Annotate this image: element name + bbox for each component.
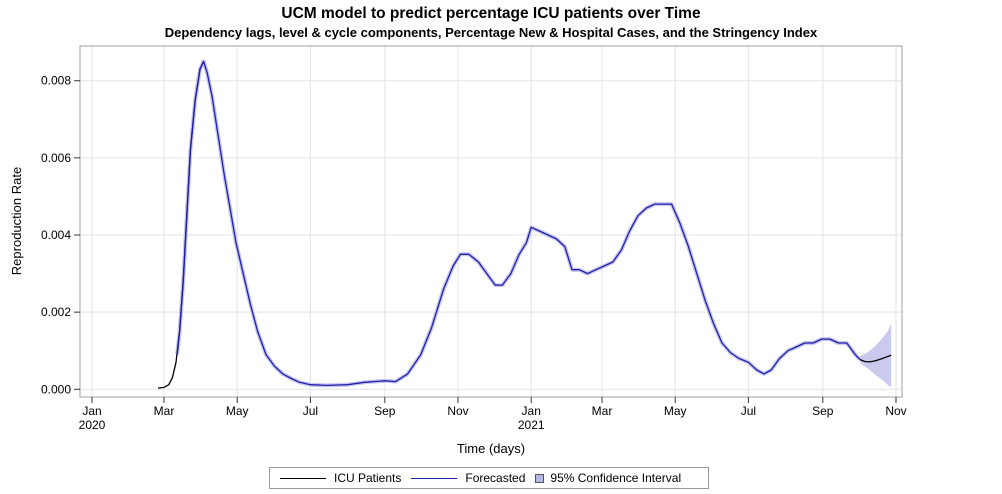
x-tick-label: May xyxy=(664,404,687,418)
x-axis-label: Time (days) xyxy=(457,441,525,456)
y-tick-label: 0.000 xyxy=(41,382,71,396)
plot-frame xyxy=(79,45,903,398)
legend-item-forecast: Forecasted xyxy=(411,471,525,485)
confidence-band xyxy=(860,323,892,387)
confidence-band-layer xyxy=(860,323,892,387)
x-tick-label: Sep xyxy=(812,404,834,418)
y-tick-label: 0.006 xyxy=(41,151,71,165)
grid xyxy=(80,46,902,397)
x-tick-label: Mar xyxy=(154,404,175,418)
chart-subtitle: Dependency lags, level & cycle component… xyxy=(165,25,818,40)
y-tick-label: 0.002 xyxy=(41,305,71,319)
series-line-forecasted xyxy=(176,60,861,387)
x-tick-label: Sep xyxy=(374,404,396,418)
y-axis-label: Reproduction Rate xyxy=(9,167,24,275)
legend-line-icon xyxy=(411,477,458,479)
x-tick-label: Jan xyxy=(82,404,101,418)
x-tick-label: Jul xyxy=(741,404,756,418)
x-tick-label: May xyxy=(226,404,249,418)
forecast-uncertainty-halo xyxy=(175,59,862,388)
legend-item-ci: 95% Confidence Interval xyxy=(535,471,681,485)
legend: ICU Patients Forecasted 95% Confidence I… xyxy=(269,467,709,489)
chart-title: UCM model to predict percentage ICU pati… xyxy=(281,5,701,22)
x-tick-label: Jul xyxy=(303,404,318,418)
legend-item-icu: ICU Patients xyxy=(280,471,401,485)
x-tick-label: Mar xyxy=(592,404,613,418)
y-tick-label: 0.004 xyxy=(41,228,71,242)
y-tick-label: 0.008 xyxy=(41,74,71,88)
legend-line-icon xyxy=(280,477,326,479)
x-tick-label: Nov xyxy=(885,404,906,418)
legend-label: ICU Patients xyxy=(334,471,402,485)
x-tick-label: Jan xyxy=(522,404,541,418)
chart-svg: UCM model to predict percentage ICU pati… xyxy=(9,5,907,456)
x-tick-year-label: 2021 xyxy=(518,418,545,432)
y-axis: 0.000 0.002 0.004 0.006 0.008 xyxy=(41,74,80,396)
series-layer xyxy=(157,59,892,389)
legend-label: 95% Confidence Interval xyxy=(550,471,682,485)
x-tick-year-label: 2020 xyxy=(79,418,106,432)
series-line-icu-patients xyxy=(859,354,892,363)
legend-swatch-icon xyxy=(535,473,545,483)
legend-label: Forecasted xyxy=(465,471,526,485)
x-tick-label: Nov xyxy=(447,404,468,418)
